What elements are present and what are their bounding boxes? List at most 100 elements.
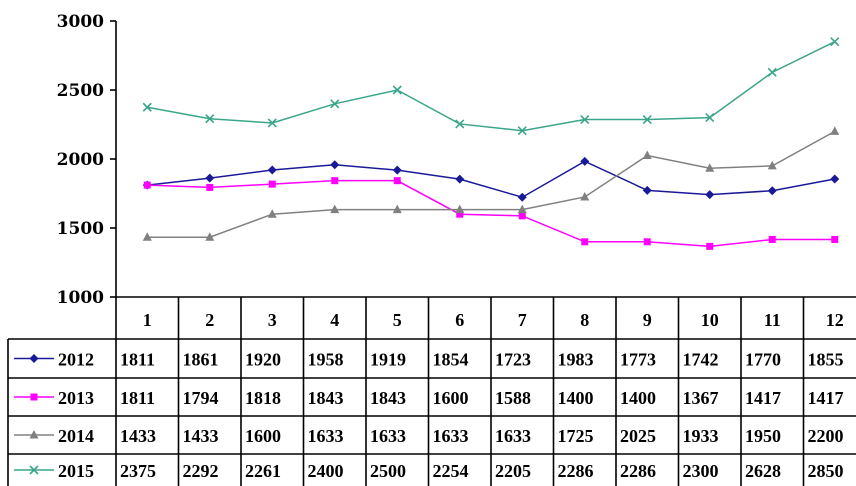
data-cell-2014: 1600 xyxy=(245,426,281,446)
legend-key-marker-2014 xyxy=(29,430,39,439)
y-tick-label: 3000 xyxy=(57,12,104,32)
legend-key-marker-2015 xyxy=(29,465,39,475)
data-point-2014 xyxy=(517,204,527,214)
data-cell-2013: 1843 xyxy=(308,388,344,408)
y-tick-label: 2000 xyxy=(57,150,104,170)
data-cell-2014: 1725 xyxy=(558,426,594,446)
data-cell-2012: 1983 xyxy=(558,350,594,370)
data-point-2015 xyxy=(392,85,402,95)
data-cell-2012: 1723 xyxy=(495,350,531,370)
series-2012 xyxy=(142,156,840,202)
data-point-2013 xyxy=(581,238,589,246)
data-point-2015 xyxy=(642,114,652,125)
data-point-2012 xyxy=(267,165,277,175)
data-cell-2013: 1417 xyxy=(745,388,781,408)
data-cell-2013: 1400 xyxy=(620,388,656,408)
data-cell-2015: 2292 xyxy=(183,461,219,481)
data-cell-2015: 2286 xyxy=(558,461,594,481)
data-point-2014 xyxy=(392,204,402,214)
data-cell-2013: 1818 xyxy=(245,388,281,408)
data-point-2012 xyxy=(830,174,840,184)
y-tick-label: 1000 xyxy=(57,288,104,308)
data-cell-2014: 1633 xyxy=(495,426,531,446)
legend-label-2012: 2012 xyxy=(58,350,94,370)
data-point-2012 xyxy=(580,156,590,166)
data-point-2015 xyxy=(705,113,715,123)
data-point-2014 xyxy=(267,209,277,218)
data-point-2012 xyxy=(767,186,777,196)
data-cell-2013: 1843 xyxy=(370,388,406,408)
x-category-label: 8 xyxy=(580,310,589,330)
x-category-label: 1 xyxy=(143,310,152,330)
data-point-2015 xyxy=(517,126,527,136)
series-lines xyxy=(142,37,840,250)
x-category-label: 4 xyxy=(330,310,339,330)
x-category-label: 9 xyxy=(643,310,652,330)
data-cell-2014: 1933 xyxy=(683,426,719,446)
data-point-2013 xyxy=(143,181,151,189)
data-cell-2014: 1433 xyxy=(120,426,156,446)
data-point-2014 xyxy=(330,204,340,214)
legend-key-marker-2013 xyxy=(30,393,38,401)
x-category-label: 11 xyxy=(764,310,781,330)
series-line-2013 xyxy=(147,179,835,248)
data-point-2015 xyxy=(580,114,590,125)
data-cell-2012: 1958 xyxy=(308,350,344,370)
data-cell-2014: 1633 xyxy=(433,426,469,446)
data-point-2013 xyxy=(518,212,526,220)
y-tick-label: 2500 xyxy=(57,81,104,101)
data-cell-2015: 2850 xyxy=(808,461,844,481)
x-category-label: 2 xyxy=(205,310,214,330)
data-cell-2015: 2254 xyxy=(433,461,469,481)
x-category-label: 7 xyxy=(518,310,527,330)
data-point-2015 xyxy=(767,67,777,77)
data-cell-2015: 2300 xyxy=(683,461,719,481)
legend-label-2013: 2013 xyxy=(58,388,94,408)
data-point-2013 xyxy=(456,210,464,218)
data-point-2012 xyxy=(330,160,340,170)
data-cell-2014: 2200 xyxy=(808,426,844,446)
x-category-label: 6 xyxy=(455,310,464,330)
x-category-label: 12 xyxy=(826,310,844,330)
data-point-2013 xyxy=(768,235,776,243)
data-cell-2013: 1367 xyxy=(683,388,719,408)
series-line-2015 xyxy=(147,41,836,132)
data-point-2015 xyxy=(267,118,277,128)
data-cell-2013: 1417 xyxy=(808,388,844,408)
data-point-2015 xyxy=(142,102,152,112)
data-cell-2012: 1920 xyxy=(245,350,281,370)
data-cell-2012: 1919 xyxy=(370,350,406,370)
data-cell-2014: 1950 xyxy=(745,426,781,446)
data-point-2013 xyxy=(268,180,276,188)
data-point-2012 xyxy=(205,173,215,183)
data-point-2013 xyxy=(706,242,714,250)
data-point-2013 xyxy=(331,177,339,185)
data-cell-2014: 1633 xyxy=(370,426,406,446)
data-point-2012 xyxy=(705,190,715,200)
data-cell-2012: 1770 xyxy=(745,350,781,370)
data-cell-2012: 1773 xyxy=(620,350,656,370)
data-cell-2015: 2286 xyxy=(620,461,656,481)
data-cell-2015: 2375 xyxy=(120,461,156,481)
x-category-label: 10 xyxy=(701,310,719,330)
legend-label-2015: 2015 xyxy=(58,461,94,481)
data-point-2013 xyxy=(206,183,214,191)
series-line-2014 xyxy=(147,130,836,238)
data-cell-2012: 1861 xyxy=(183,350,219,370)
data-cell-2012: 1855 xyxy=(808,350,844,370)
data-cell-2015: 2500 xyxy=(370,461,406,481)
data-cell-2013: 1794 xyxy=(183,388,219,408)
data-point-2013 xyxy=(831,235,839,243)
data-point-2015 xyxy=(455,119,465,129)
data-cell-2012: 1742 xyxy=(683,350,719,370)
data-cell-2015: 2628 xyxy=(745,461,781,481)
data-point-2015 xyxy=(330,99,340,109)
data-point-2014 xyxy=(205,232,215,241)
series-line-2012 xyxy=(147,160,835,199)
data-point-2014 xyxy=(642,150,652,160)
data-point-2014 xyxy=(455,204,465,214)
data-point-2014 xyxy=(830,126,840,135)
data-cell-2012: 1854 xyxy=(433,350,469,370)
data-cell-2014: 1433 xyxy=(183,426,219,446)
